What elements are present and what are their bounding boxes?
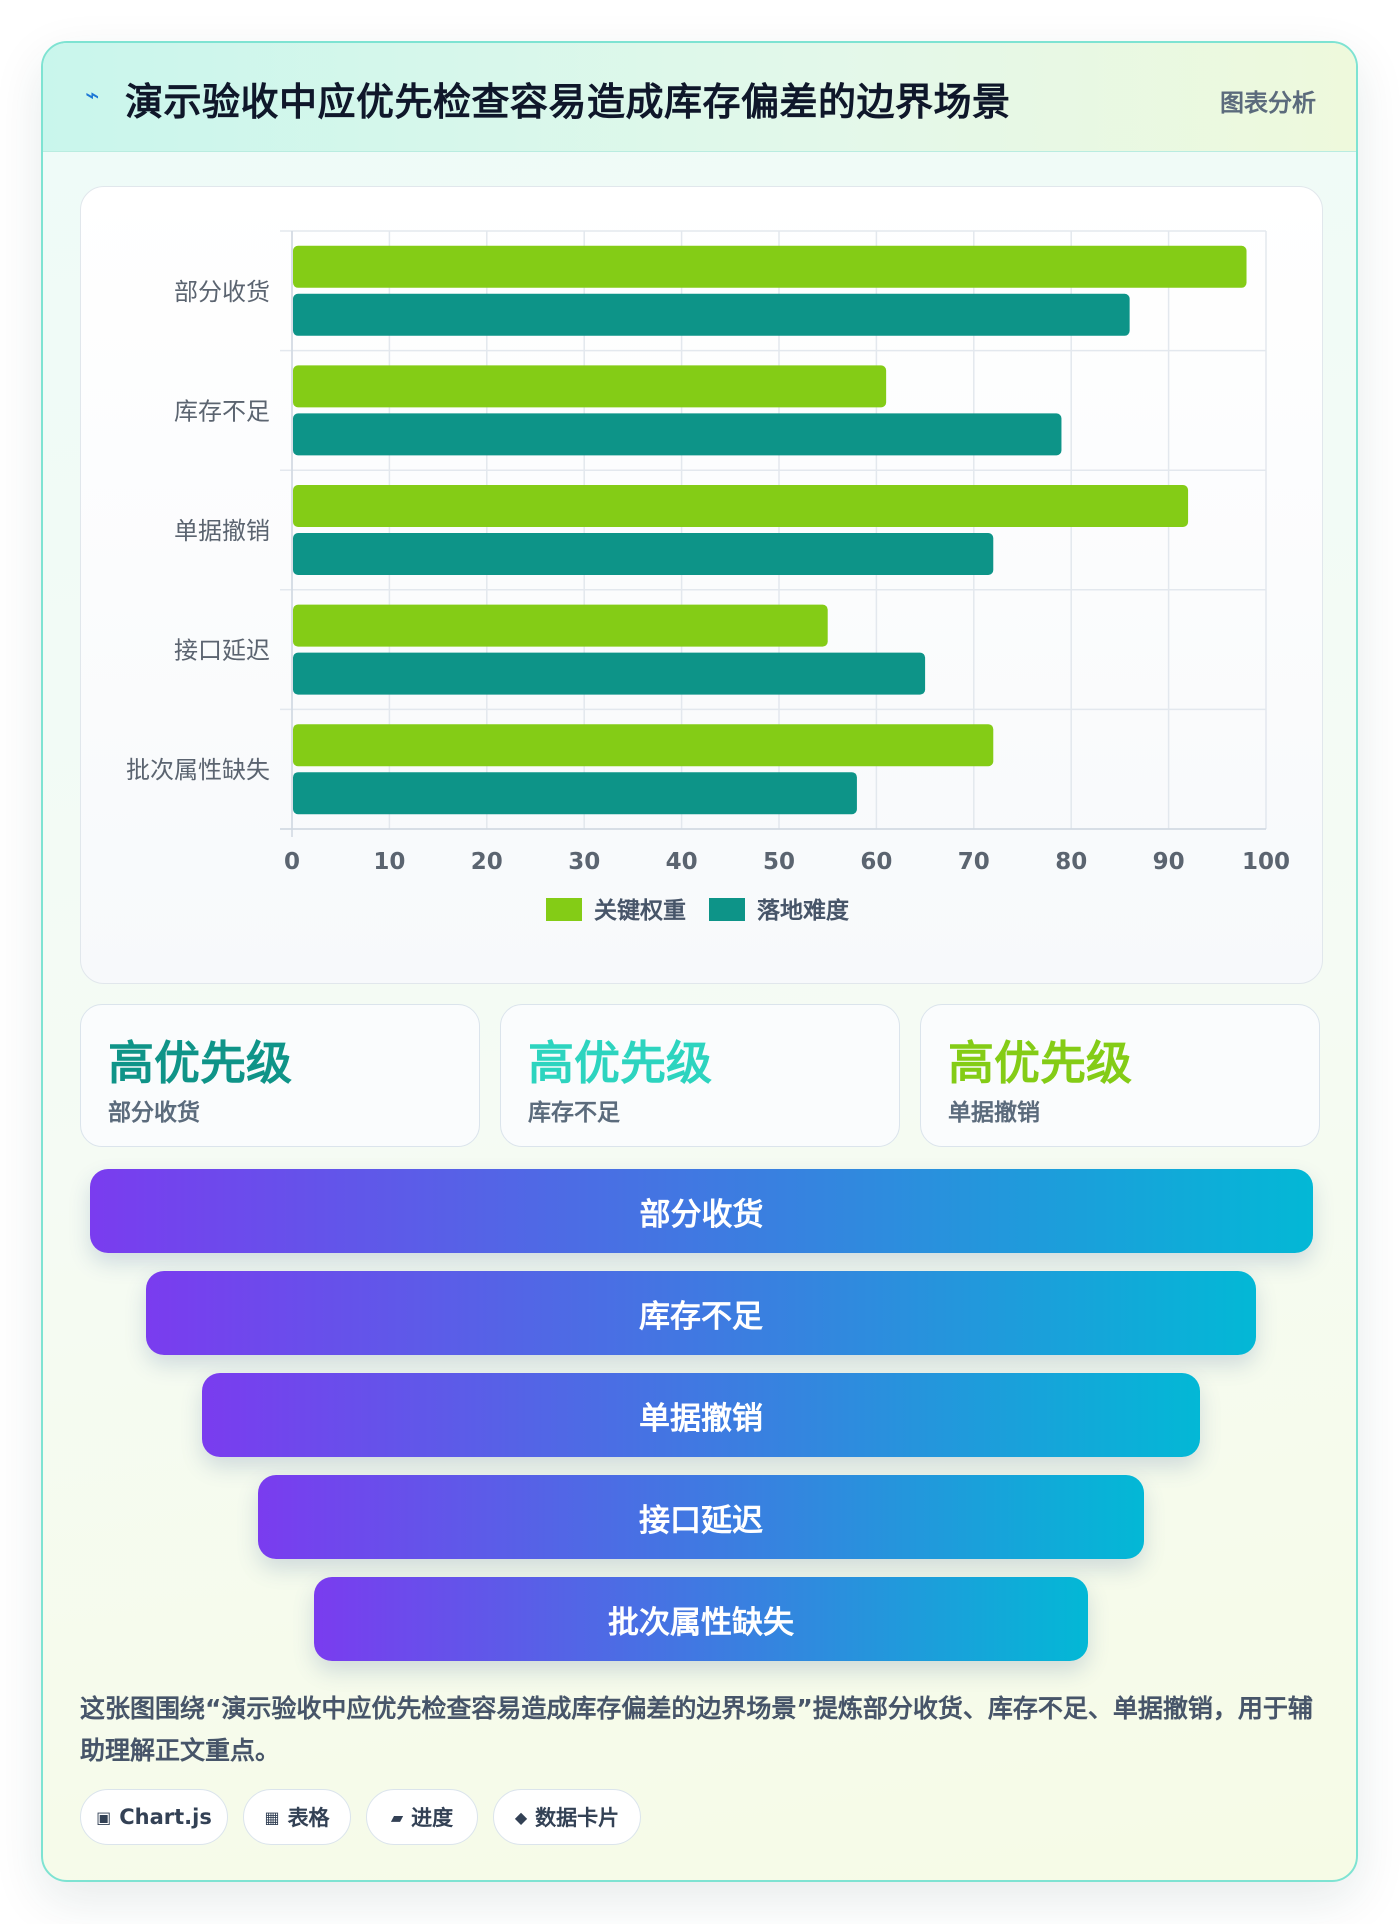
- stat-value: 高优先级: [948, 1036, 1132, 1090]
- stat-value: 高优先级: [108, 1036, 292, 1090]
- y-tick-label: 批次属性缺失: [126, 756, 270, 784]
- legend-swatch: [709, 898, 745, 921]
- x-tick-label: 50: [763, 849, 795, 875]
- summary-text: 这张图围绕“演示验收中应优先检查容易造成库存偏差的边界场景”提炼部分收货、库存不…: [80, 1694, 1313, 1765]
- x-tick-label: 60: [860, 849, 892, 875]
- bar-difficulty: [293, 533, 994, 575]
- bar-weight: [293, 485, 1189, 527]
- page-title: 演示验收中应优先检查容易造成库存偏差的边界场景: [125, 80, 1011, 124]
- legend-label: 关键权重: [594, 897, 686, 924]
- x-tick-label: 90: [1153, 849, 1185, 875]
- x-tick-label: 80: [1055, 849, 1087, 875]
- stat-label: 库存不足: [528, 1100, 620, 1126]
- bar-difficulty: [293, 293, 1130, 336]
- x-tick-label: 30: [568, 849, 600, 875]
- legend-label: 落地难度: [757, 897, 850, 924]
- x-tick-label: 20: [471, 849, 503, 875]
- x-tick-label: 40: [666, 849, 698, 875]
- y-tick-label: 部分收货: [174, 278, 270, 306]
- chip-label: 数据卡片: [535, 1806, 620, 1830]
- bar-weight: [293, 365, 887, 408]
- funnel-step-2: 库存不足: [146, 1271, 1256, 1355]
- legend-swatch: [546, 898, 582, 921]
- funnel-step-5: 批次属性缺失: [314, 1577, 1088, 1661]
- x-tick-label: 10: [373, 849, 405, 875]
- funnel-step-1: 部分收货: [90, 1169, 1313, 1253]
- header-tag: 图表分析: [1220, 89, 1316, 117]
- chip-chartjs[interactable]: ▣ Chart.js: [80, 1789, 228, 1845]
- data-card-icon: ◆: [514, 1807, 528, 1827]
- stat-card-1: 高优先级 部分收货: [80, 1004, 480, 1147]
- stat-card-2: 高优先级 库存不足: [500, 1004, 900, 1147]
- lightning-icon: ⌁: [85, 81, 100, 109]
- stat-label: 单据撤销: [948, 1100, 1040, 1126]
- bar-difficulty: [293, 772, 857, 815]
- y-tick-label: 接口延迟: [174, 637, 270, 665]
- x-tick-label: 0: [284, 849, 300, 875]
- chip-data-card[interactable]: ◆ 数据卡片: [493, 1789, 641, 1845]
- table-icon: ▦: [264, 1807, 280, 1827]
- progress-icon: ▰: [390, 1807, 404, 1827]
- bar-weight: [293, 724, 994, 767]
- bar-difficulty: [293, 413, 1062, 456]
- x-tick-label: 70: [958, 849, 990, 875]
- bar-weight: [293, 604, 828, 647]
- chip-label: 进度: [411, 1806, 454, 1830]
- chart-card: ⌁ 演示验收中应优先检查容易造成库存偏差的边界场景 图表分析 部分收货 库存不足单…: [41, 41, 1358, 1882]
- chip-table[interactable]: ▦ 表格: [243, 1789, 351, 1845]
- stat-value: 高优先级: [528, 1036, 712, 1090]
- stat-card-3: 高优先级 单据撤销: [920, 1004, 1320, 1147]
- chart-icon: ▣: [96, 1807, 112, 1827]
- x-tick-label: 100: [1242, 849, 1290, 875]
- stat-label: 部分收货: [108, 1100, 200, 1126]
- card-header: ⌁ 演示验收中应优先检查容易造成库存偏差的边界场景 图表分析: [43, 43, 1356, 152]
- funnel-step-4: 接口延迟: [258, 1475, 1144, 1559]
- bar-weight: [293, 245, 1247, 288]
- y-tick-label: 单据撤销: [174, 517, 270, 545]
- y-tick-label: 库存不足: [174, 397, 270, 425]
- chip-label: Chart.js: [119, 1805, 212, 1829]
- chip-label: 表格: [287, 1806, 330, 1830]
- funnel-step-3: 单据撤销: [202, 1373, 1200, 1457]
- bar-difficulty: [293, 652, 926, 695]
- chip-progress[interactable]: ▰ 进度: [366, 1789, 478, 1845]
- bar-chart-panel: 部分收货库存不足单据撤销接口延迟批次属性缺失 0 10 20 30 40 50 60 70 80 9…: [80, 186, 1323, 984]
